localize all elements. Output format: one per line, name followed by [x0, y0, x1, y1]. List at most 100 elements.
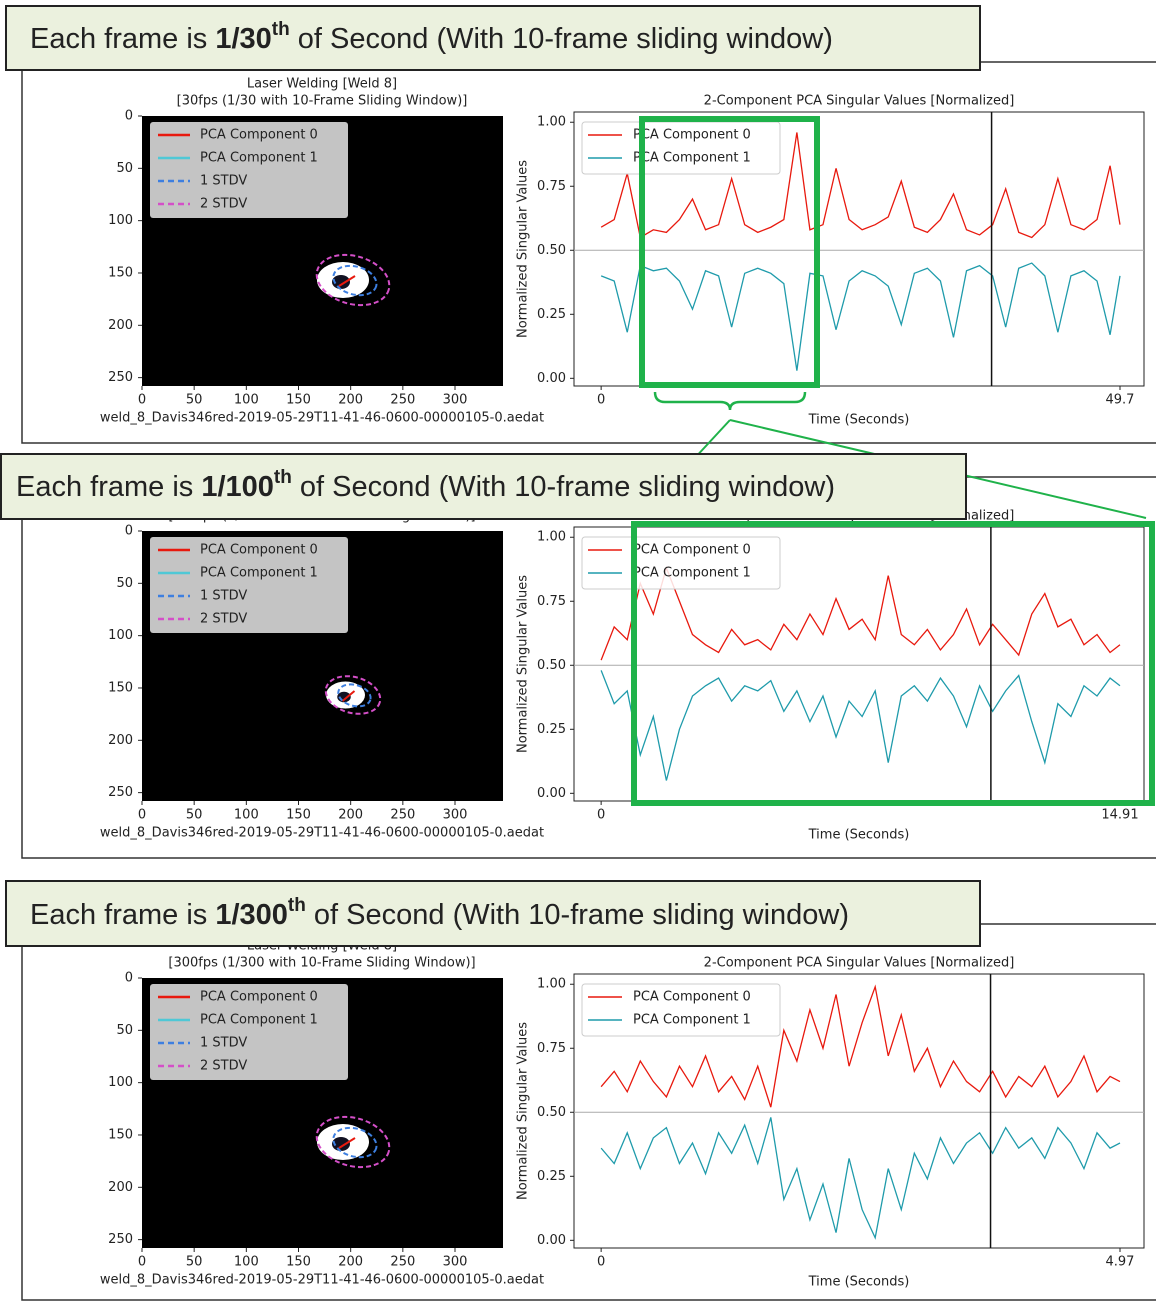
legend-label: PCA Component 1	[200, 566, 318, 581]
y-tick-label: 0.00	[537, 786, 566, 801]
x-tick-label: 200	[338, 1255, 363, 1270]
legend-label: 1 STDV	[200, 174, 247, 189]
plot-title: Laser Welding [Weld 8]	[247, 77, 397, 92]
y-tick-label: 0.00	[537, 371, 566, 386]
x-tick-label: 0	[597, 1255, 605, 1270]
y-tick-label: 250	[108, 1232, 133, 1247]
x-tick-label: 100	[234, 1255, 259, 1270]
x-tick-label: 250	[390, 808, 415, 823]
slide: Laser Welding [Weld 8] [30fps (1/30 with …	[0, 0, 1156, 1301]
x-tick-label: 14.91	[1101, 808, 1138, 823]
y-tick-label: 0.50	[537, 658, 566, 673]
y-tick-label: 1.00	[537, 115, 566, 130]
plot-subtitle: [300fps (1/300 with 10-Frame Sliding Win…	[168, 956, 475, 971]
banner-bold: 1/300	[215, 899, 288, 931]
x-axis-label: Time (Seconds)	[808, 1275, 910, 1290]
y-tick-label: 0.75	[537, 179, 566, 194]
plot-title: 2-Component PCA Singular Values [Normali…	[704, 94, 1015, 109]
x-tick-label: 0	[138, 808, 146, 823]
legend-label: 2 STDV	[200, 197, 247, 212]
y-tick-label: 0.50	[537, 243, 566, 258]
y-tick-label: 0	[125, 524, 133, 539]
banner-text: Each frame is 1/100th of Second (With 10…	[16, 467, 835, 503]
charts: Laser Welding [Weld 8] [30fps (1/30 with …	[22, 62, 1156, 1300]
y-tick-label: 200	[108, 318, 133, 333]
banner-bold: 1/100	[201, 471, 274, 503]
y-tick-label: 50	[116, 576, 133, 591]
legend-label: PCA Component 0	[200, 543, 318, 558]
y-axis-label: Normalized Singular Values	[516, 160, 531, 338]
banner-sup: th	[274, 467, 292, 488]
y-tick-label: 250	[108, 370, 133, 385]
x-axis-label: Time (Seconds)	[808, 828, 910, 843]
legend-label: PCA Component 1	[633, 1013, 751, 1028]
banner-prefix: Each frame is	[30, 899, 215, 931]
y-tick-label: 150	[108, 680, 133, 695]
legend-label: PCA Component 1	[633, 151, 751, 166]
y-tick-label: 0.00	[537, 1233, 566, 1248]
x-tick-label: 150	[286, 808, 311, 823]
y-tick-label: 200	[108, 733, 133, 748]
x-tick-label: 200	[338, 808, 363, 823]
x-axis-label: weld_8_Davis346red-2019-05-29T11-41-46-0…	[100, 1273, 544, 1288]
legend-label: 2 STDV	[200, 1059, 247, 1074]
y-tick-label: 0.75	[537, 594, 566, 609]
x-axis-label: weld_8_Davis346red-2019-05-29T11-41-46-0…	[100, 411, 544, 426]
plot-subtitle: [30fps (1/30 with 10-Frame Sliding Windo…	[177, 94, 468, 109]
y-tick-label: 250	[108, 785, 133, 800]
x-tick-label: 250	[390, 393, 415, 408]
banner-sup: th	[272, 19, 290, 40]
x-tick-label: 50	[186, 393, 203, 408]
y-tick-label: 200	[108, 1180, 133, 1195]
legend-label: PCA Component 0	[200, 128, 318, 143]
legend-label: PCA Component 1	[633, 566, 751, 581]
y-tick-label: 0.25	[537, 722, 566, 737]
y-axis-label: Normalized Singular Values	[516, 1022, 531, 1200]
x-tick-label: 250	[390, 1255, 415, 1270]
banner-sup: th	[288, 895, 306, 916]
banner-prefix: Each frame is	[30, 23, 215, 55]
legend-label: PCA Component 0	[200, 990, 318, 1005]
y-tick-label: 1.00	[537, 977, 566, 992]
x-tick-label: 50	[186, 1255, 203, 1270]
banner-text: Each frame is 1/300th of Second (With 10…	[30, 895, 849, 931]
banner-suffix: of Second (With 10-frame sliding window)	[292, 471, 835, 503]
legend-label: 1 STDV	[200, 1036, 247, 1051]
x-tick-label: 150	[286, 393, 311, 408]
y-tick-label: 100	[108, 213, 133, 228]
plot-title: 2-Component PCA Singular Values [Normali…	[704, 956, 1015, 971]
y-tick-label: 0	[125, 971, 133, 986]
banner-prefix: Each frame is	[16, 471, 201, 503]
x-axis-label: weld_8_Davis346red-2019-05-29T11-41-46-0…	[100, 826, 544, 841]
y-tick-label: 1.00	[537, 530, 566, 545]
y-tick-label: 0.75	[537, 1041, 566, 1056]
banner-bold: 1/30	[215, 23, 271, 55]
legend-label: PCA Component 1	[200, 151, 318, 166]
banner-suffix: of Second (With 10-frame sliding window)	[290, 23, 833, 55]
legend-label: 1 STDV	[200, 589, 247, 604]
banner-suffix: of Second (With 10-frame sliding window)	[306, 899, 849, 931]
banner-text: Each frame is 1/30th of Second (With 10-…	[30, 19, 833, 55]
y-axis-label: Normalized Singular Values	[516, 575, 531, 753]
legend-label: 2 STDV	[200, 612, 247, 627]
y-tick-label: 0.25	[537, 1169, 566, 1184]
y-tick-label: 50	[116, 161, 133, 176]
y-tick-label: 0.25	[537, 307, 566, 322]
x-tick-label: 100	[234, 393, 259, 408]
x-tick-label: 50	[186, 808, 203, 823]
legend-label: PCA Component 1	[200, 1013, 318, 1028]
legend-label: PCA Component 0	[633, 990, 751, 1005]
x-tick-label: 100	[234, 808, 259, 823]
x-tick-label: 4.97	[1106, 1255, 1135, 1270]
y-tick-label: 150	[108, 1127, 133, 1142]
x-tick-label: 0	[597, 393, 605, 408]
x-tick-label: 300	[443, 1255, 468, 1270]
legend-label: PCA Component 0	[633, 128, 751, 143]
x-tick-label: 0	[138, 393, 146, 408]
y-tick-label: 100	[108, 1075, 133, 1090]
x-tick-label: 49.7	[1106, 393, 1135, 408]
y-tick-label: 0.50	[537, 1105, 566, 1120]
bracket	[655, 392, 805, 410]
x-tick-label: 150	[286, 1255, 311, 1270]
y-tick-label: 50	[116, 1023, 133, 1038]
